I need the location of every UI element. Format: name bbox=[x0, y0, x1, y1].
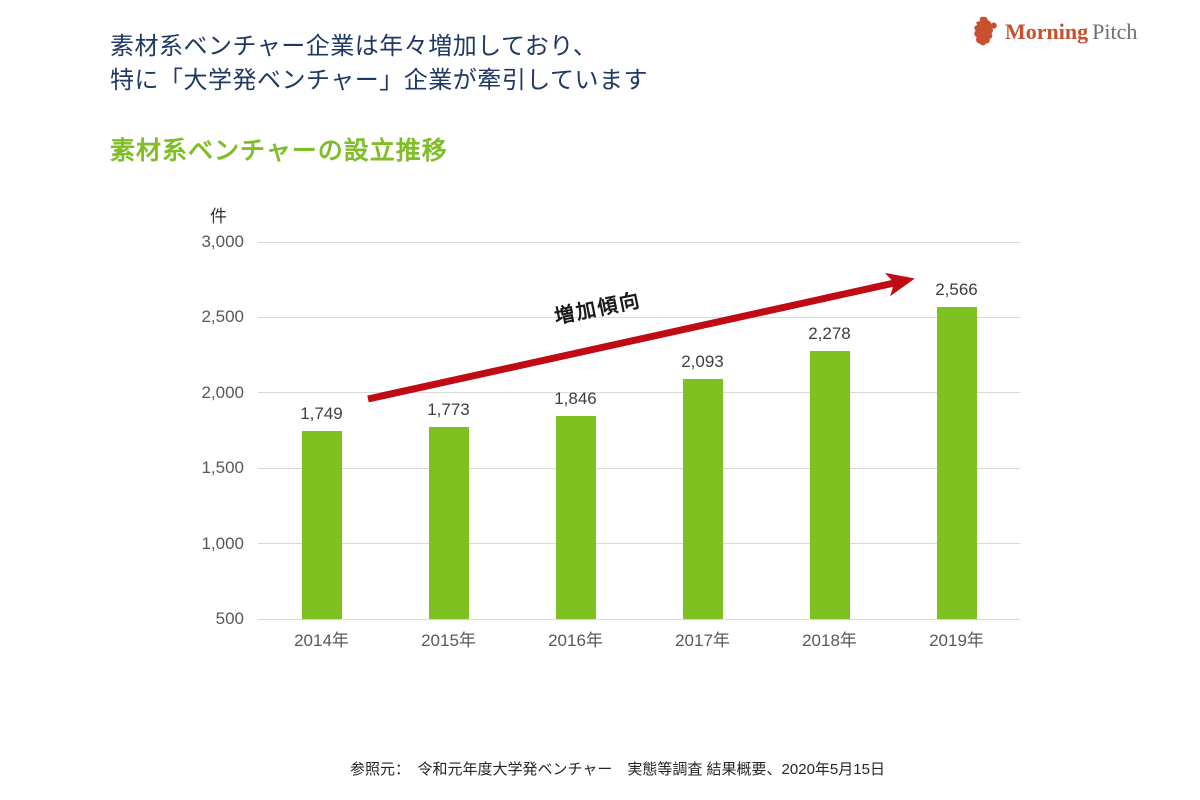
bar-2018年 bbox=[809, 350, 850, 619]
bar-value-label: 2,566 bbox=[935, 280, 978, 300]
bar-value-label: 1,846 bbox=[554, 389, 597, 409]
gridline-2500 bbox=[258, 316, 1020, 318]
x-tick-label: 2016年 bbox=[548, 631, 603, 650]
bar-value-label: 2,278 bbox=[808, 323, 851, 343]
y-tick-label: 3,000 bbox=[201, 232, 244, 251]
y-tick-label: 2,000 bbox=[201, 382, 244, 402]
x-tick-label: 2015年 bbox=[421, 631, 476, 650]
y-tick-label: 2,500 bbox=[201, 307, 244, 327]
x-tick-label: 2018年 bbox=[802, 631, 857, 650]
logo-text-morning: Morning bbox=[1005, 18, 1089, 44]
x-tick-label: 2014年 bbox=[294, 631, 349, 650]
morning-pitch-logo: Morning Pitch bbox=[972, 16, 1137, 47]
y-tick-label: 500 bbox=[215, 609, 244, 628]
y-tick-label: 1,000 bbox=[201, 533, 244, 553]
trend-annotation-label: 増加傾向 bbox=[552, 289, 644, 329]
bar-2014年 bbox=[301, 430, 342, 619]
slide-title-line1: 素材系ベンチャー企業は年々増加しており、 bbox=[110, 33, 598, 60]
logo-text-pitch: Pitch bbox=[1092, 18, 1138, 44]
bar-2016年 bbox=[555, 416, 596, 619]
chart-title: 素材系ベンチャーの設立推移 bbox=[110, 137, 448, 165]
logo-wordmark: Morning Pitch bbox=[1005, 19, 1137, 45]
bar-2017年 bbox=[682, 378, 723, 619]
bar-value-label: 2,093 bbox=[681, 351, 724, 371]
gridline-3000 bbox=[258, 241, 1020, 243]
bar-2015年 bbox=[428, 427, 469, 619]
source-reference: 参照元： 令和元年度大学発ベンチャー 実態等調査 結果概要、2020年5月15日 bbox=[350, 761, 885, 778]
gridline-1500 bbox=[258, 467, 1020, 469]
bar-value-label: 1,749 bbox=[300, 403, 343, 423]
bar-value-label: 1,773 bbox=[427, 400, 470, 420]
slide-title: 素材系ベンチャー企業は年々増加しており、 特に「大学発ベンチャー」企業が牽引して… bbox=[110, 30, 648, 98]
rooster-mark-icon bbox=[972, 16, 998, 47]
bar-2019年 bbox=[936, 307, 977, 619]
slide-title-line2: 特に「大学発ベンチャー」企業が牽引しています bbox=[110, 67, 649, 94]
gridline-2000 bbox=[258, 392, 1020, 394]
y-tick-label: 1,500 bbox=[201, 458, 244, 478]
gridline-1000 bbox=[258, 543, 1020, 545]
x-tick-label: 2019年 bbox=[929, 631, 984, 650]
x-tick-label: 2017年 bbox=[675, 631, 730, 650]
plot-area: 増加傾向 3,000 2,500 2,000 1,500 1,000 500 1,749 20… bbox=[201, 232, 1020, 650]
gridline-500 bbox=[258, 618, 1020, 620]
y-axis-unit-label: 件 bbox=[210, 207, 227, 226]
